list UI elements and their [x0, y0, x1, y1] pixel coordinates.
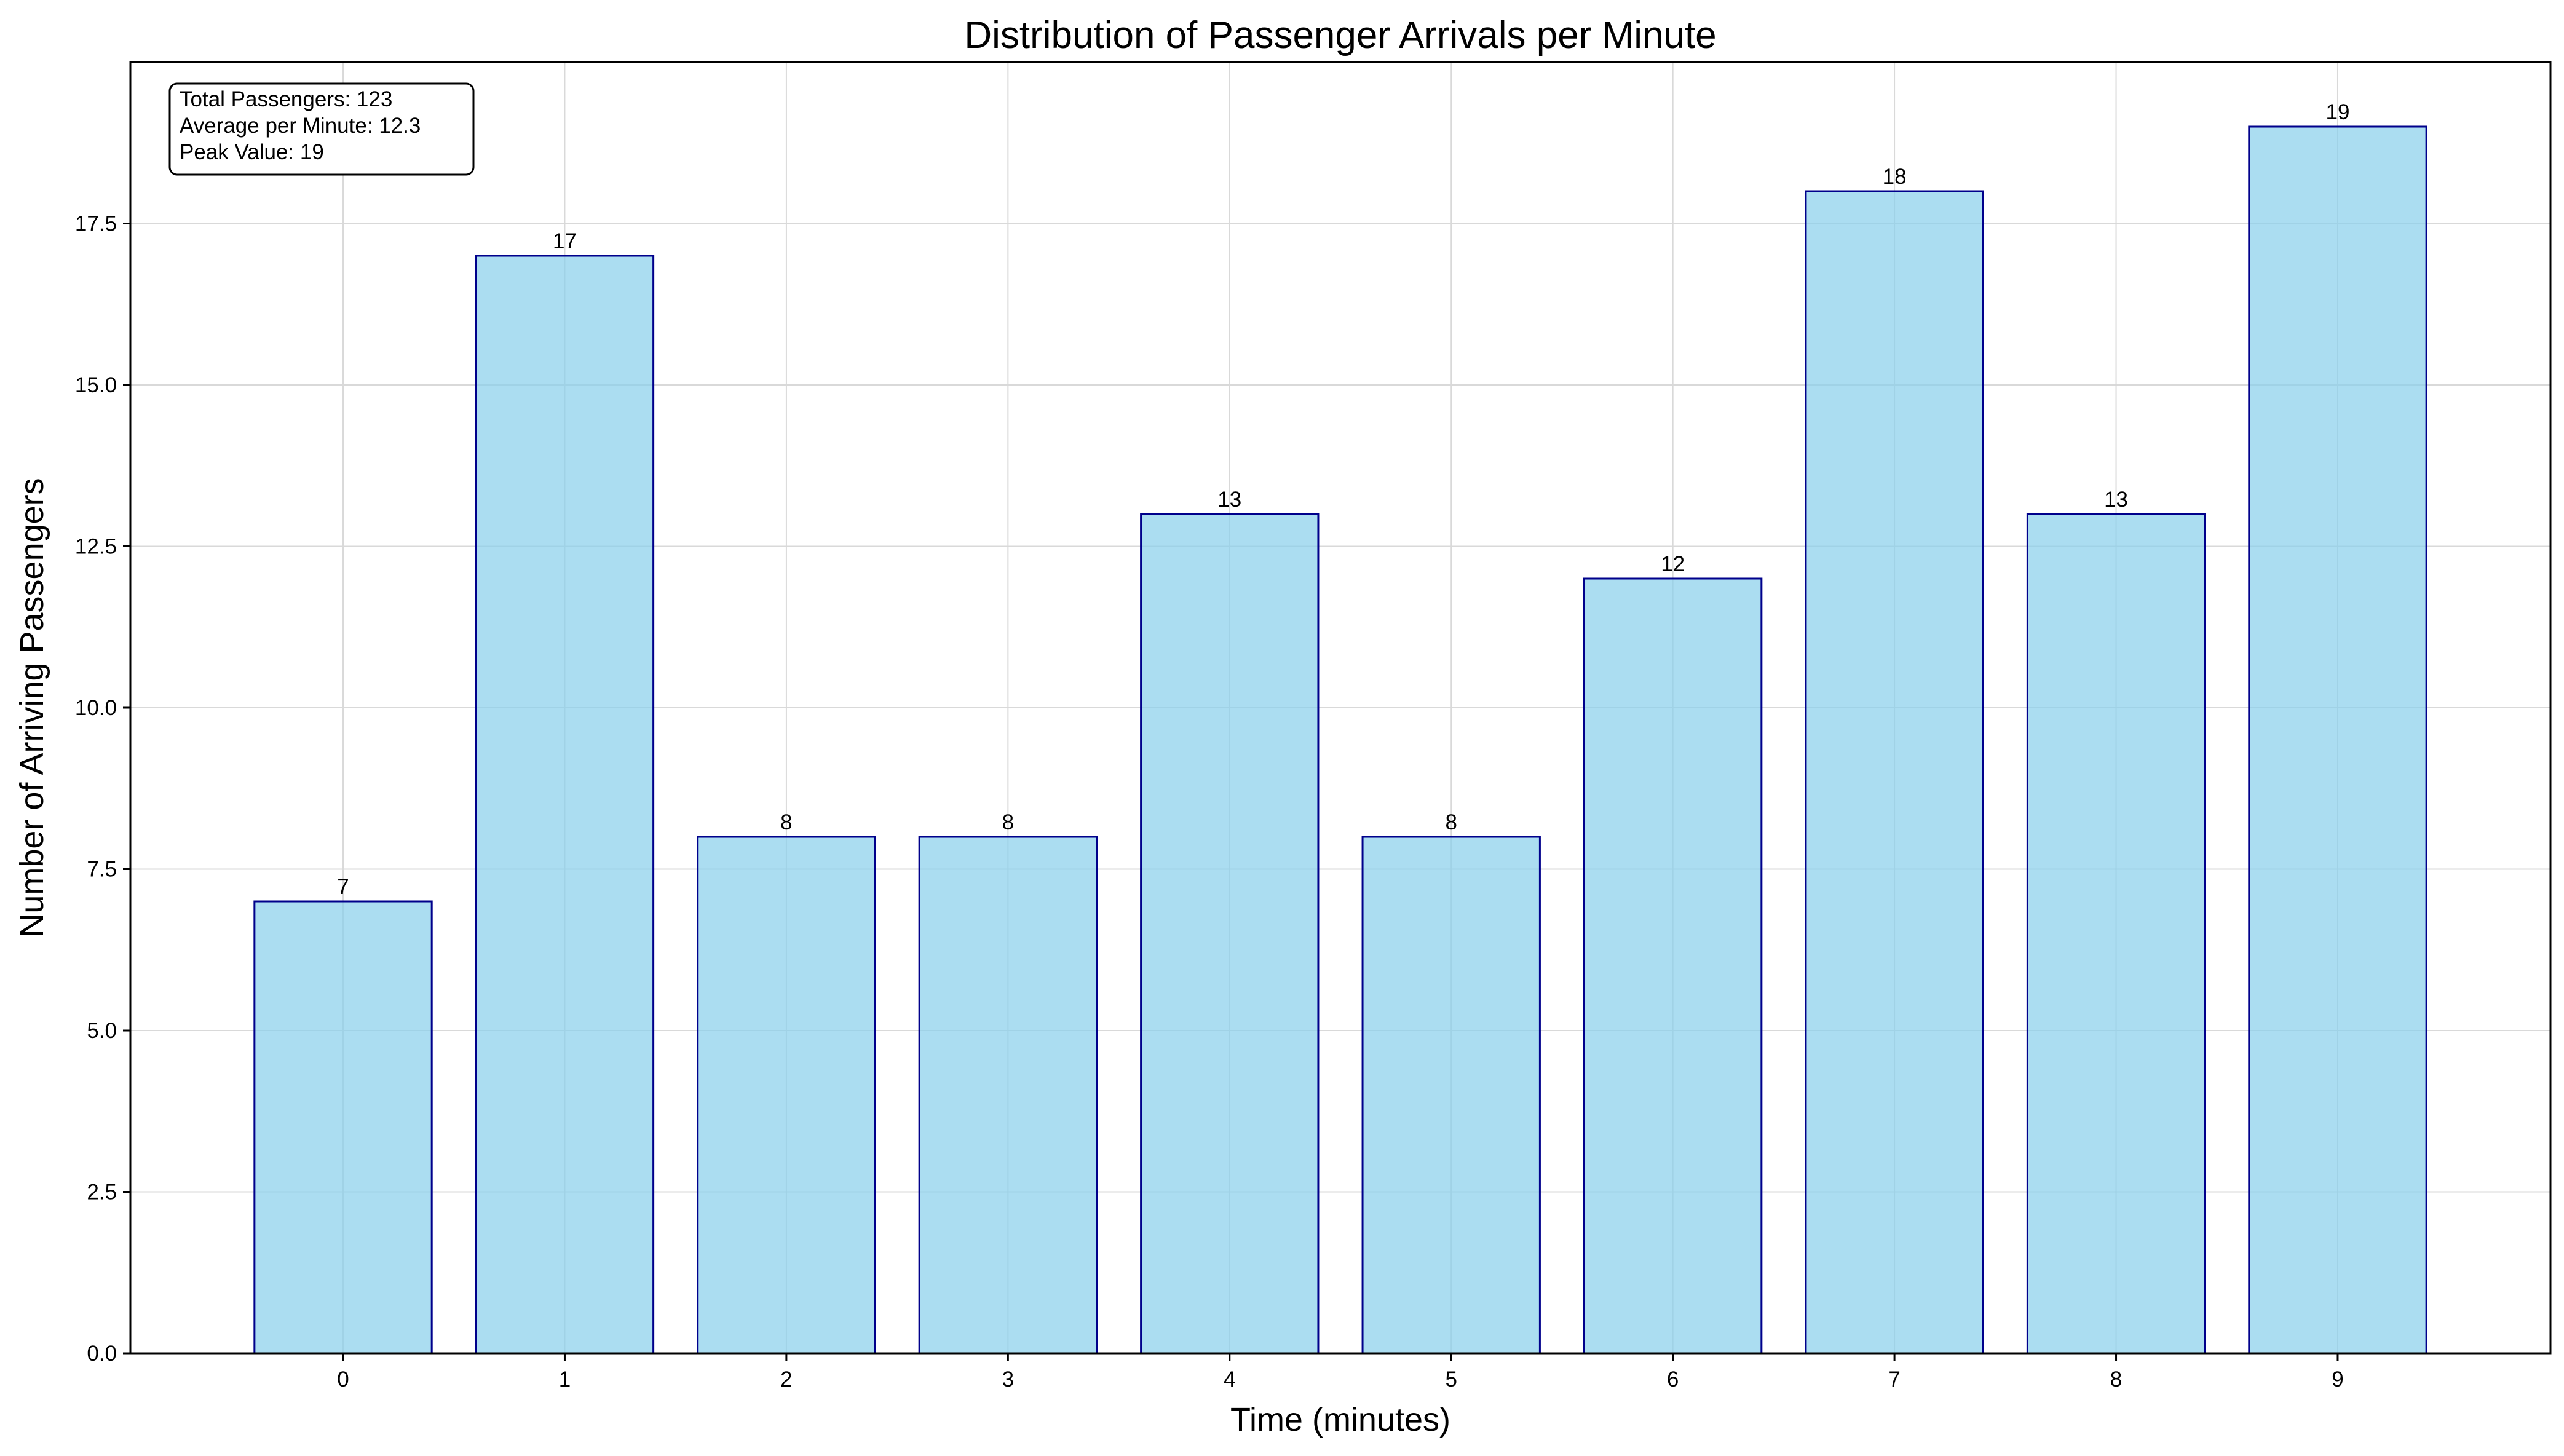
stats-annotation-box: Total Passengers: 123 Average per Minute… [168, 82, 475, 176]
bar-minute-0 [253, 900, 433, 1355]
ticks: 0.02.55.07.510.012.515.017.50 1 2 3 4 5 6 7 8 9 [75, 212, 2344, 1392]
x-tick-label: 0 [337, 1367, 349, 1391]
bar-minute-1 [475, 255, 655, 1355]
bar-value-label: 8 [1002, 810, 1014, 834]
y-axis-label: Number of Arriving Passengers [14, 478, 50, 937]
chart-title: Distribution of Passenger Arrivals per M… [964, 14, 1716, 57]
data-labels: 7 17 8 8 13 8 12 18 13 19 [337, 100, 2349, 899]
x-axis-label: Time (minutes) [1230, 1401, 1450, 1438]
bar-minute-2 [697, 836, 876, 1355]
stats-line-average: Average per Minute: 12.3 [180, 114, 421, 138]
bar-value-label: 19 [2326, 100, 2350, 124]
y-tick-label: 2.5 [87, 1181, 117, 1205]
bar-minute-5 [1361, 836, 1541, 1355]
stats-line-total: Total Passengers: 123 [180, 87, 392, 111]
x-tick-label: 9 [2332, 1367, 2343, 1391]
bar-value-label: 13 [1217, 488, 1241, 512]
bar-minute-4 [1140, 513, 1320, 1355]
y-tick-label: 15.0 [75, 373, 117, 397]
bar-value-label: 8 [780, 810, 792, 834]
stats-line-peak: Peak Value: 19 [180, 140, 324, 164]
x-tick-label: 4 [1224, 1367, 1235, 1391]
y-tick-label: 5.0 [87, 1019, 117, 1043]
bar-value-label: 7 [337, 875, 349, 899]
x-tick-label: 1 [559, 1367, 571, 1391]
bar-minute-3 [918, 836, 1098, 1355]
y-tick-label: 10.0 [75, 696, 117, 720]
bars [253, 125, 2427, 1355]
bar-value-label: 13 [2104, 488, 2128, 512]
x-tick-label: 5 [1445, 1367, 1457, 1391]
bar-value-label: 12 [1661, 552, 1685, 576]
x-tick-label: 8 [2110, 1367, 2122, 1391]
x-tick-label: 6 [1667, 1367, 1679, 1391]
x-tick-label: 7 [1888, 1367, 1900, 1391]
bar-value-label: 18 [1883, 165, 1907, 189]
x-tick-label: 2 [780, 1367, 792, 1391]
stats-box-frame [168, 82, 475, 176]
bar-minute-7 [1805, 190, 1984, 1355]
y-tick-label: 7.5 [87, 858, 117, 882]
bar-minute-9 [2248, 125, 2427, 1355]
bar-minute-8 [2026, 513, 2206, 1355]
bar-value-label: 8 [1445, 810, 1457, 834]
x-tick-label: 3 [1002, 1367, 1014, 1391]
y-tick-label: 12.5 [75, 535, 117, 559]
y-tick-label: 17.5 [75, 212, 117, 236]
bar-minute-6 [1583, 577, 1763, 1355]
bar-value-label: 17 [553, 229, 577, 253]
y-tick-label: 0.0 [87, 1342, 117, 1366]
